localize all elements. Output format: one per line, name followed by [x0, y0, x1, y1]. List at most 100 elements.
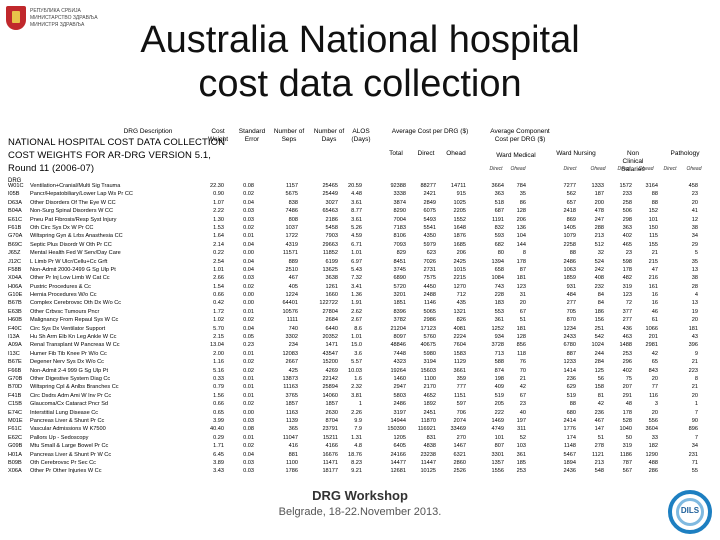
table-cell: 4652	[423, 392, 436, 399]
table-cell: 1252	[491, 325, 504, 332]
table-cell: 1.31	[351, 434, 362, 441]
table-cell: 101	[648, 216, 658, 223]
table-cell: 0.04	[243, 258, 254, 265]
table-cell: 11471	[322, 459, 338, 466]
drg-code: B67B	[8, 300, 22, 307]
table-row: G70A Wiltspring Gyn & Lrbs Anasthesia CC 1…	[8, 232, 712, 240]
table-cell: 4350	[423, 233, 436, 240]
table-cell: 2436	[563, 468, 576, 475]
drg-description: Pancreas Liver & Shunt Pr Cc	[30, 417, 105, 424]
drg-description: Humer Fib Tib Knee Pr W/o Cc	[30, 350, 107, 357]
table-cell: 5675	[285, 191, 298, 198]
table-cell: 11447	[420, 459, 436, 466]
header-ward-nursing: Ward Nursing	[556, 150, 596, 157]
header-ohead: Ohead	[446, 150, 466, 157]
table-cell: 247	[594, 216, 604, 223]
table-cell: 156	[594, 317, 604, 324]
table-cell: 1.64	[213, 233, 224, 240]
header-average-component: Average Component Cost per DRG ($)	[490, 128, 550, 143]
table-cell: 843	[648, 367, 658, 374]
table-cell: 23791	[322, 426, 338, 433]
drg-description: Mental Health Fed W Serv/Day Care	[30, 250, 121, 257]
table-cell: 52	[519, 434, 526, 441]
table-cell: 687	[494, 208, 504, 215]
drg-description: Malignancy From Repaul Sys W Cc	[30, 317, 119, 324]
table-cell: 21	[691, 359, 698, 366]
table-cell: 807	[494, 443, 504, 450]
table-cell: 11163	[283, 384, 298, 391]
drg-description: Pancr/Hepatobiliary/Lower Lap Ws Pr CC	[30, 191, 133, 198]
table-cell: 1	[358, 401, 362, 408]
table-cell: 1234	[563, 325, 576, 332]
header-ward-medical: Ward Medical	[496, 152, 536, 159]
table-cell: 122722	[319, 300, 338, 307]
table-cell: 4081	[453, 325, 466, 332]
table-cell: 597	[456, 401, 466, 408]
table-cell: 2630	[325, 409, 338, 416]
table-cell: 5.70	[213, 325, 224, 332]
table-cell: 1151	[453, 392, 466, 399]
table-cell: 29663	[322, 241, 338, 248]
table-cell: 223	[688, 367, 698, 374]
table-cell: 1163	[285, 409, 298, 416]
logo-line-2: МИНИСТАРСТВО ЗДРАВЉА	[30, 15, 98, 21]
drg-code: E74C	[8, 409, 22, 416]
table-row: F61C Vascular Admissions W K7500 40.40 0.08…	[8, 425, 712, 433]
table-cell: 88277	[420, 183, 436, 189]
table-cell: 181	[516, 275, 526, 282]
table-cell: 185	[516, 459, 526, 466]
table-cell: 8396	[393, 308, 406, 315]
table-cell: 20352	[322, 334, 338, 341]
table-cell: 1191	[491, 216, 504, 223]
table-row: F61B Oth Circ Sys Dx W Pr CC 1.53 0.02 1037 5…	[8, 224, 712, 232]
dils-logo: DILS	[668, 490, 712, 534]
drg-code: A09A	[8, 342, 22, 349]
header-pathology: Pathology	[670, 150, 700, 157]
drg-code: F40C	[8, 325, 22, 332]
table-cell: 147	[594, 426, 604, 433]
table-cell: 5458	[325, 224, 338, 231]
table-cell: 2425	[453, 258, 466, 265]
drg-description: Renal Transplant W Pancreas W Cc	[30, 342, 120, 349]
table-cell: 7448	[393, 350, 406, 357]
table-cell: 1270	[453, 283, 466, 290]
table-cell: 205	[494, 401, 504, 408]
table-cell: 86	[519, 199, 526, 206]
table-cell: 1100	[423, 375, 436, 382]
table-cell: 2510	[285, 266, 298, 273]
table-subtitle: NATIONAL HOSPITAL COST DATA COLLECTION C…	[8, 136, 225, 175]
table-cell: 881	[288, 451, 298, 458]
table-cell: 8	[522, 250, 526, 257]
table-cell: 6.97	[351, 258, 362, 265]
drg-description: Other Pr Other Injuries W Cc	[30, 468, 102, 475]
drg-code: J12C	[8, 258, 22, 265]
table-cell: 416	[288, 443, 298, 450]
table-cell: 1084	[491, 275, 504, 282]
table-cell: 201	[648, 334, 658, 341]
drg-code: B70D	[8, 384, 22, 391]
table-cell: 14060	[322, 392, 338, 399]
table-cell: 21	[691, 384, 698, 391]
table-cell: 15211	[322, 434, 338, 441]
table-cell: 1333	[591, 183, 604, 189]
table-row: F58B Non-Admit 2000-2499 G Sg Ulp Pt 1.01 0…	[8, 266, 712, 274]
table-cell: 4838	[423, 443, 436, 450]
table-row: X04A Other Pr Inj Low Limb W Cat Cc 2.66 0.…	[8, 274, 712, 282]
drg-code: E61C	[8, 216, 22, 223]
table-cell: 5.43	[351, 266, 362, 273]
table-cell: 6.45	[213, 451, 224, 458]
table-cell: 15.0	[351, 342, 362, 349]
table-cell: 21	[519, 375, 526, 382]
table-cell: 125	[594, 367, 604, 374]
table-cell: 7093	[393, 241, 406, 248]
table-cell: 488	[648, 459, 658, 466]
table-cell: 3745	[393, 266, 406, 273]
table-cell: 1552	[453, 216, 466, 223]
logo-ring-inner-icon	[676, 498, 704, 526]
drg-description: Other Pr Inj Low Limb W Cat Cc	[30, 275, 110, 282]
table-cell: 6780	[563, 342, 576, 349]
table-cell: 2486	[563, 258, 576, 265]
table-cell: 2414	[563, 417, 576, 424]
table-row: E63B Other Crbvsc Tumours Pncr 1.72 0.01 105…	[8, 308, 712, 316]
table-cell: 244	[594, 350, 604, 357]
